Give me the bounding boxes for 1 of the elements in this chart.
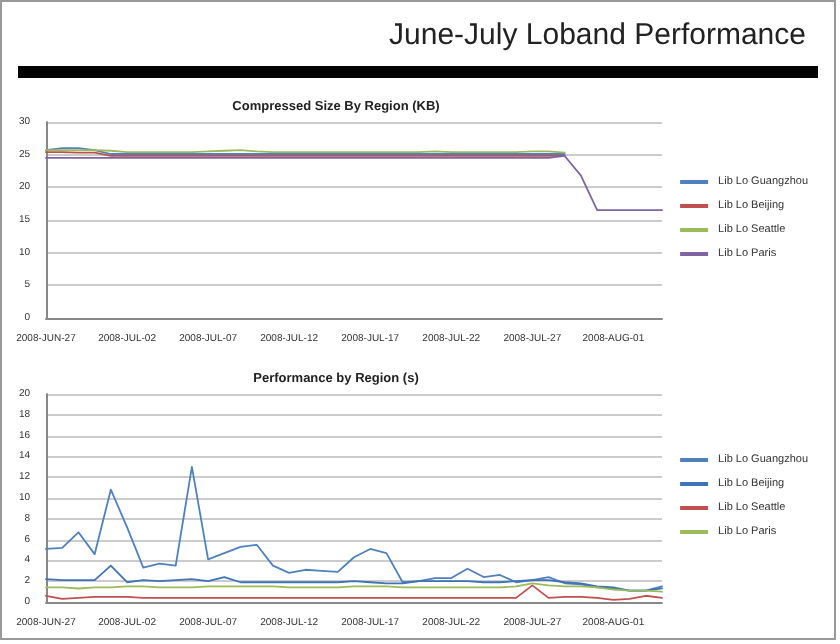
text: June-July Loband Performance — [389, 18, 806, 52]
